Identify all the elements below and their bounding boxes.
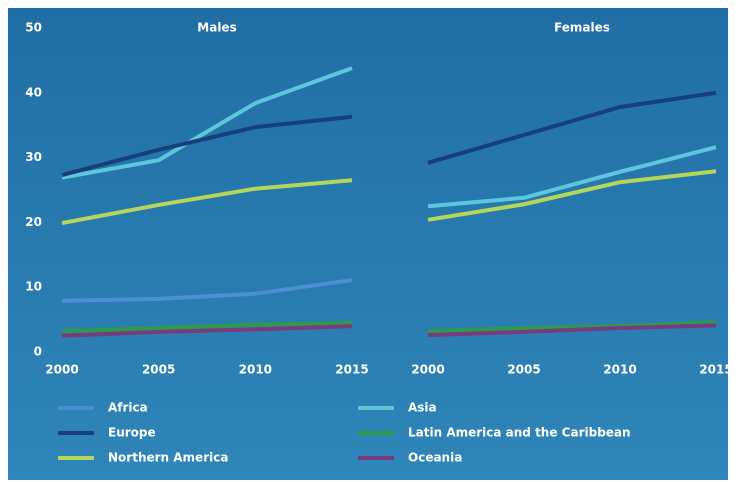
x-tick-label: 2010 xyxy=(239,363,272,377)
x-tick-label: 2005 xyxy=(142,363,175,377)
series-line xyxy=(61,178,353,226)
x-tick-label: 2015 xyxy=(699,363,732,377)
series-line xyxy=(61,324,353,338)
panel-title: Males xyxy=(197,21,236,35)
series-line xyxy=(427,169,717,222)
y-tick-label: 30 xyxy=(25,150,42,164)
series-line xyxy=(427,90,717,165)
legend-label: Oceania xyxy=(408,451,462,465)
y-tick-label: 0 xyxy=(34,345,42,359)
series-line xyxy=(427,320,717,334)
y-tick-label: 50 xyxy=(25,21,42,35)
series-line xyxy=(61,320,353,334)
y-tick-label: 40 xyxy=(25,85,42,99)
x-tick-label: 2000 xyxy=(411,363,444,377)
panel-title: Females xyxy=(554,21,610,35)
series-line xyxy=(61,278,353,303)
y-tick-label: 10 xyxy=(25,280,42,294)
legend-label: Asia xyxy=(408,401,437,415)
x-tick-label: 2005 xyxy=(507,363,540,377)
x-tick-label: 2010 xyxy=(603,363,636,377)
legend-label: Northern America xyxy=(108,451,228,465)
x-tick-label: 2000 xyxy=(45,363,78,377)
series-line xyxy=(61,66,353,180)
series-line xyxy=(427,323,717,338)
background xyxy=(8,8,728,480)
x-tick-label: 2015 xyxy=(335,363,368,377)
series-line xyxy=(61,114,353,178)
legend-label: Africa xyxy=(108,401,148,415)
legend-label: Latin America and the Caribbean xyxy=(408,426,631,440)
y-tick-label: 20 xyxy=(25,215,42,229)
series-line xyxy=(427,145,717,209)
legend-label: Europe xyxy=(108,426,156,440)
